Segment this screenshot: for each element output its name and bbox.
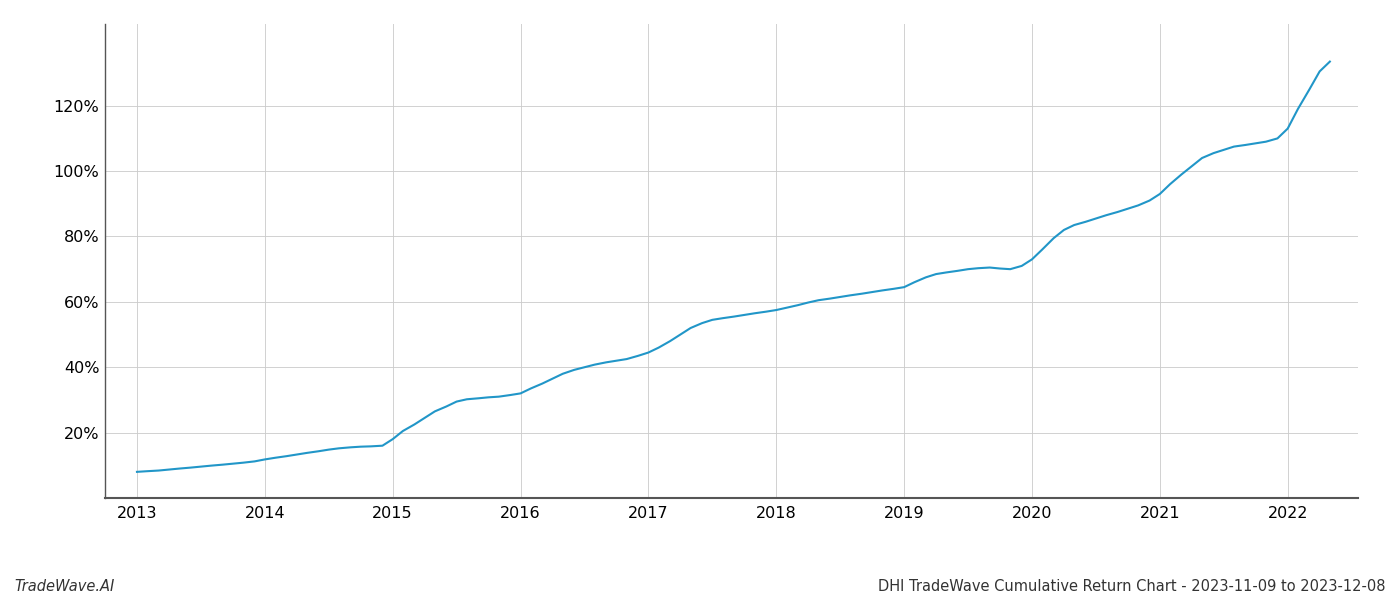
- Text: TradeWave.AI: TradeWave.AI: [14, 579, 115, 594]
- Text: DHI TradeWave Cumulative Return Chart - 2023-11-09 to 2023-12-08: DHI TradeWave Cumulative Return Chart - …: [879, 579, 1386, 594]
